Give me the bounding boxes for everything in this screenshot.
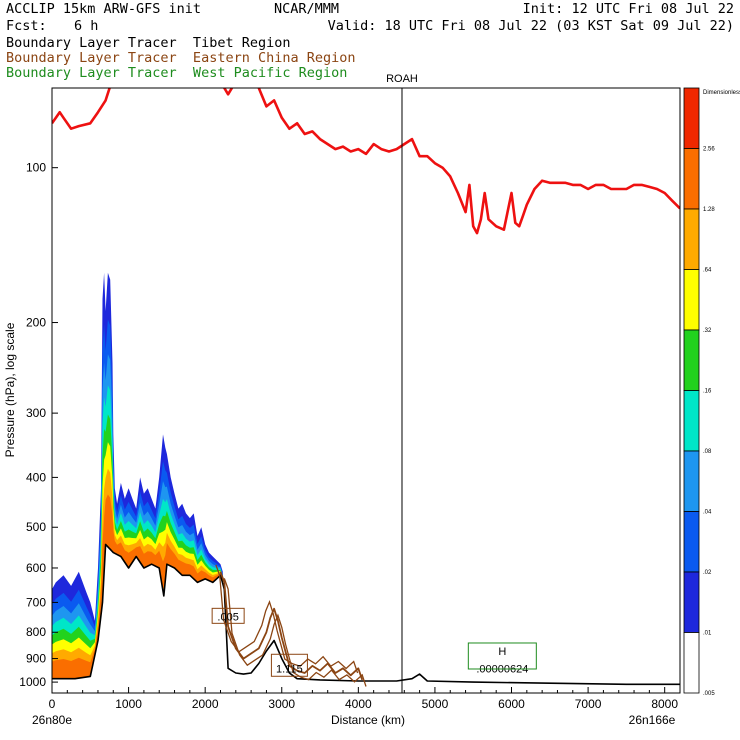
colorbar-swatch	[683, 208, 700, 270]
x-axis-label: Distance (km)	[331, 713, 405, 727]
y-tick-label: 100	[26, 161, 46, 175]
series-line-eastern-china	[219, 571, 364, 681]
annotation-box-max	[270, 653, 308, 677]
init-time: Init: 12 UTC Fri 08 Jul 22	[522, 1, 734, 17]
series-line-tropopause	[52, 88, 680, 235]
tracer-fill-layer	[52, 272, 223, 679]
annotation-box-eastern-china	[211, 607, 245, 624]
y-tick-label: 700	[26, 595, 46, 609]
colorbar-level-label: .64	[703, 268, 712, 274]
center-label: NCAR/MMM	[274, 1, 340, 17]
colorbar-swatch	[683, 450, 700, 512]
colorbar-swatch	[683, 148, 700, 210]
colorbar-level-label: .16	[703, 389, 712, 395]
forecast-label: Fcst:	[6, 18, 47, 34]
start-point-label: 26n80e	[32, 713, 72, 727]
colorbar-swatch	[683, 632, 700, 694]
colorbar-swatch	[683, 511, 700, 573]
model-title: ACCLIP 15km ARW-GFS init	[6, 1, 202, 17]
y-tick-label: 900	[26, 652, 46, 666]
y-tick-label: 800	[26, 625, 46, 639]
legend-eastern-china: Boundary Layer Tracer Eastern China Regi…	[6, 50, 356, 66]
colorbar-swatch	[683, 87, 700, 149]
series-lines-layer	[52, 88, 680, 687]
x-tick-label: 5000	[422, 697, 449, 711]
x-tick-label: 7000	[575, 697, 602, 711]
colorbar-swatch	[683, 269, 700, 331]
x-tick-label: 2000	[192, 697, 219, 711]
x-tick-label: 4000	[345, 697, 372, 711]
colorbar-level-label: 2.56	[703, 147, 715, 153]
colorbar-level-label: .32	[703, 328, 712, 334]
y-tick-label: 400	[26, 470, 46, 484]
annotation-label: .005	[217, 611, 238, 623]
colorbar-level-label: .01	[703, 631, 712, 637]
valid-time: Valid: 18 UTC Fri 08 Jul 22 (03 KST Sat …	[327, 18, 734, 34]
annotation-box-west-pacific	[467, 642, 537, 670]
eastern-china-contour-3	[223, 578, 367, 687]
annotation-label: H	[498, 646, 506, 658]
roah-label: ROAH	[386, 73, 418, 85]
colorbar-swatch	[683, 571, 700, 633]
y-tick-label: 600	[26, 561, 46, 575]
colorbar-swatch	[683, 329, 700, 391]
y-tick-label: 1000	[19, 675, 46, 689]
y-tick-label: 200	[26, 316, 46, 330]
plot-frame	[51, 87, 681, 694]
x-tick-label: 8000	[651, 697, 678, 711]
y-axis-label: Pressure (hPa), log scale	[3, 322, 17, 457]
series-line-tibet	[52, 543, 680, 686]
colorbar-level-label: .005	[703, 691, 715, 697]
end-point-label: 26n166e	[629, 713, 676, 727]
colorbar: Dimensionless 2.56 1.28 .64 .32 .16 .08 .04 .02.…	[683, 87, 740, 697]
colorbar-level-label: .02	[703, 570, 712, 576]
x-tick-label: 1000	[115, 697, 142, 711]
eastern-china-contour-2	[215, 564, 359, 674]
colorbar-swatch	[683, 390, 700, 452]
legend-west-pacific: Boundary Layer Tracer West Pacific Regio…	[6, 65, 348, 81]
x-tick-label: 0	[49, 697, 56, 711]
forecast-hour: 6 h	[74, 18, 99, 34]
x-tick-label: 3000	[268, 697, 295, 711]
annotation-label: 1.115	[276, 663, 303, 675]
y-tick-label: 300	[26, 406, 46, 420]
x-tick-label: 6000	[498, 697, 525, 711]
legend-tibet: Boundary Layer Tracer Tibet Region	[6, 35, 291, 51]
y-tick-label: 500	[26, 520, 46, 534]
colorbar-level-label: Dimensionless	[703, 90, 740, 96]
colorbar-level-label: .04	[703, 510, 712, 516]
colorbar-level-label: .08	[703, 449, 712, 455]
colorbar-level-label: 1.28	[703, 207, 715, 213]
